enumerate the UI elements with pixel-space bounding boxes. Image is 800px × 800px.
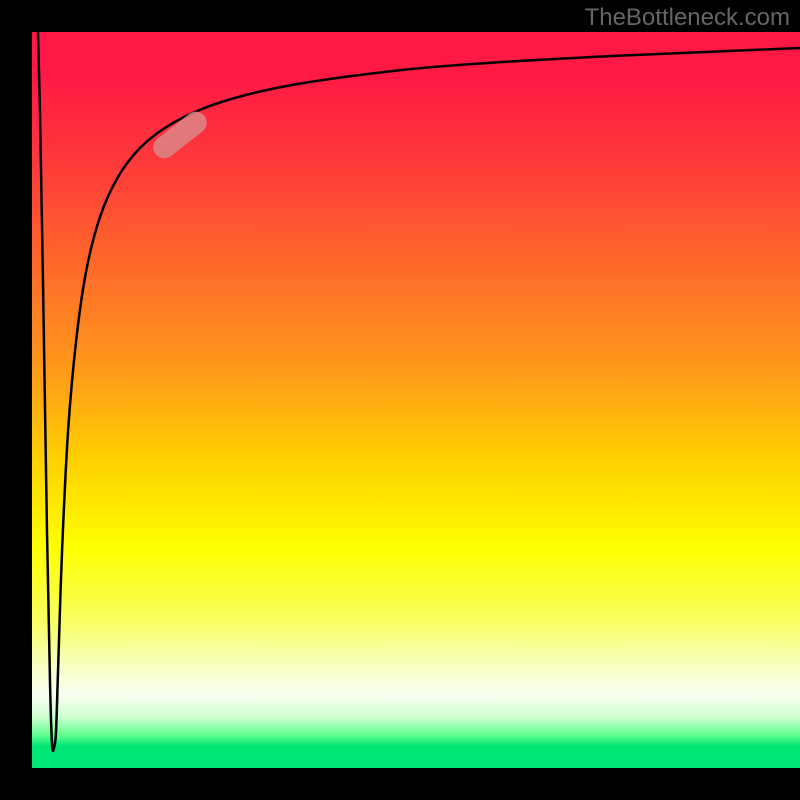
- highlight-marker: [149, 107, 211, 163]
- bottleneck-curve: [38, 32, 800, 751]
- chart-container: TheBottleneck.com: [0, 0, 800, 800]
- plot-svg: [32, 32, 800, 768]
- plot-area: [32, 32, 800, 768]
- attribution-label: TheBottleneck.com: [585, 4, 790, 32]
